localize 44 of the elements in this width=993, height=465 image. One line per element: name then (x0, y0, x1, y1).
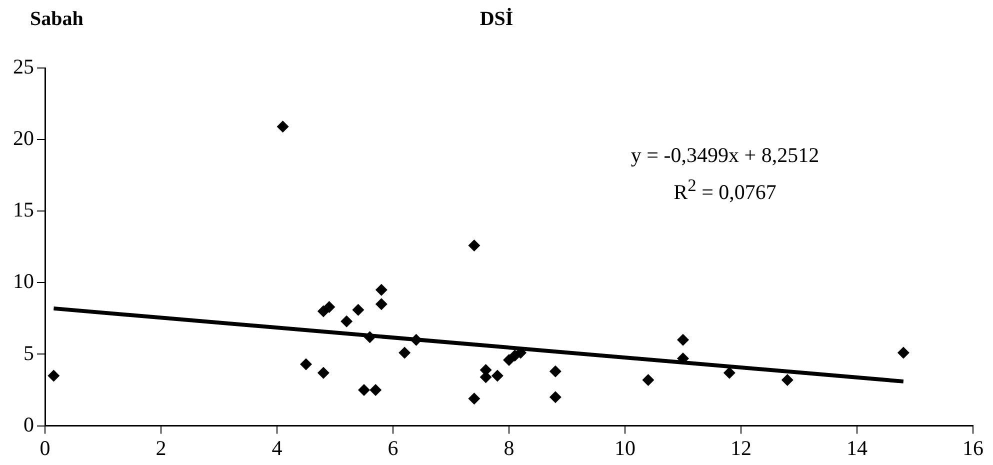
y-tick-label: 10 (13, 269, 34, 294)
annotation: R$^{2}$ = 0,0767 (672, 174, 778, 206)
annotation: y = -0,3499x + 8,2512 (630, 142, 820, 169)
point (642, 374, 654, 386)
point (549, 391, 562, 404)
point (375, 284, 388, 296)
y-tick-label: 20 (13, 126, 34, 150)
point (468, 392, 480, 405)
y-tick-label: 15 (13, 198, 34, 222)
x-tick-label: 12 (730, 436, 752, 460)
x-tick-label: 10 (614, 436, 636, 460)
x-tick-label: 6 (388, 436, 398, 460)
point (300, 358, 312, 370)
point (491, 370, 504, 382)
point (781, 374, 794, 386)
point (375, 298, 388, 310)
point (677, 352, 689, 365)
x-tick-label: 14 (846, 436, 868, 460)
point (276, 120, 289, 133)
point (370, 384, 382, 396)
point (317, 366, 330, 379)
y-tick-label: 5 (24, 340, 34, 365)
y-tick-label: 25 (13, 54, 34, 79)
point (468, 239, 480, 252)
point (48, 370, 60, 382)
point (364, 331, 376, 344)
point (549, 365, 562, 378)
x-tick-label: 16 (962, 436, 984, 460)
y-tick-label: 0 (24, 412, 34, 436)
point (358, 384, 370, 396)
x-tick-label: 0 (40, 436, 50, 460)
point (677, 334, 689, 346)
point (897, 346, 910, 359)
point (398, 346, 411, 359)
x-tick-label: 4 (272, 436, 283, 460)
point (723, 366, 736, 379)
y-axis-title: Sabah (30, 8, 84, 31)
point (352, 304, 364, 316)
chart-title: DSİ (480, 8, 514, 30)
point (323, 301, 336, 314)
point (514, 346, 527, 359)
x-tick-label: 2 (156, 436, 166, 460)
x-tick-label: 8 (504, 436, 514, 460)
point (340, 315, 353, 328)
